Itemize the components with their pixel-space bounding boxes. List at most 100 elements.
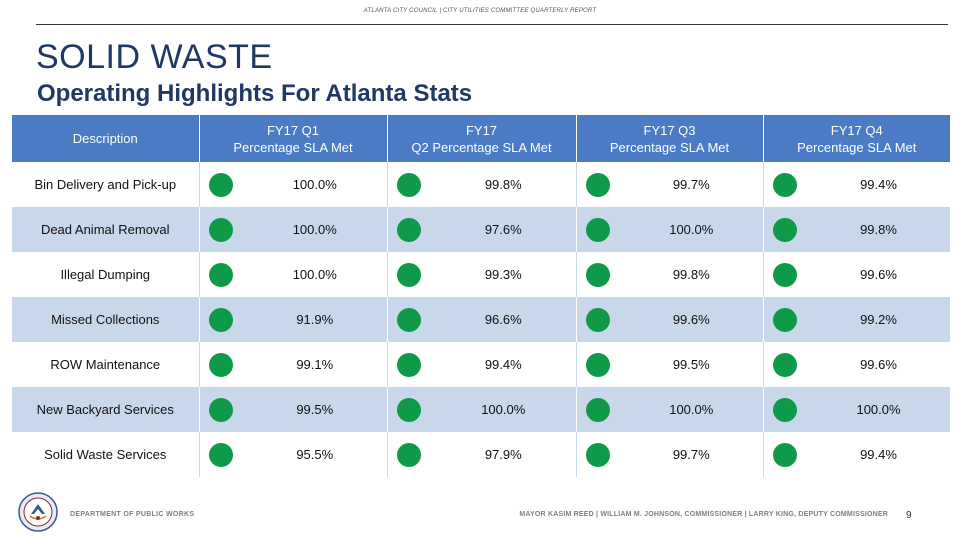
sla-value: 99.5% [243,387,388,432]
sla-value: 99.5% [620,342,764,387]
status-dot-icon [586,307,611,332]
sla-value: 99.8% [620,252,764,297]
sla-value: 99.4% [431,342,577,387]
status-dot-icon [773,217,798,242]
status-dot-icon [773,262,798,287]
table-row: Bin Delivery and Pick-up 100.0% 99.8% 99.7%… [12,162,951,207]
status-dot-icon [397,262,422,287]
status-indicator-cell [387,162,431,207]
status-indicator-cell [763,252,808,297]
row-description: Dead Animal Removal [12,207,200,252]
sla-value: 100.0% [243,252,388,297]
status-indicator-cell [576,297,621,342]
status-dot-icon [397,352,422,377]
table-row: New Backyard Services 99.5% 100.0% 100.0% 10… [12,387,951,432]
status-dot-icon [209,172,234,197]
status-dot-icon [209,352,234,377]
sla-value: 99.7% [620,432,764,477]
page-title: SOLID WASTE [36,38,273,76]
status-indicator-cell [387,387,431,432]
status-indicator-cell [199,162,243,207]
row-description: New Backyard Services [12,387,200,432]
status-indicator-cell [199,297,243,342]
status-indicator-cell [199,342,243,387]
status-dot-icon [397,397,422,422]
sla-value: 100.0% [243,207,388,252]
status-dot-icon [586,172,611,197]
status-indicator-cell [763,207,808,252]
table-body: Bin Delivery and Pick-up 100.0% 99.8% 99.7%… [12,162,951,477]
sla-value: 99.4% [807,432,951,477]
column-header-q1: FY17 Q1 Percentage SLA Met [199,115,388,162]
status-indicator-cell [763,162,808,207]
page-number: 9 [906,510,912,521]
status-dot-icon [586,217,611,242]
page-subtitle: Operating Highlights For Atlanta Stats [37,80,473,107]
status-indicator-cell [576,432,621,477]
status-dot-icon [773,442,798,467]
sla-table: Description FY17 Q1 Percentage SLA Met F… [12,115,951,477]
status-indicator-cell [576,252,621,297]
sla-value: 99.2% [807,297,951,342]
footer-department: DEPARTMENT OF PUBLIC WORKS [70,511,195,518]
status-indicator-cell [199,387,243,432]
sla-value: 100.0% [807,387,951,432]
sla-value: 99.6% [807,342,951,387]
city-seal-icon [18,492,58,532]
sla-value: 99.7% [620,162,764,207]
sla-value: 91.9% [243,297,388,342]
status-indicator-cell [763,342,808,387]
sla-value: 99.4% [807,162,951,207]
sla-value: 100.0% [620,207,764,252]
sla-value: 99.3% [431,252,577,297]
status-indicator-cell [576,207,621,252]
table-row: Dead Animal Removal 100.0% 97.6% 100.0% 99.8… [12,207,951,252]
status-indicator-cell [576,342,621,387]
status-dot-icon [209,442,234,467]
table-row: Illegal Dumping 100.0% 99.3% 99.8% 99.6% [12,252,951,297]
column-header-q2: FY17 Q2 Percentage SLA Met [387,115,577,162]
status-dot-icon [397,442,422,467]
status-indicator-cell [576,387,621,432]
sla-value: 99.8% [807,207,951,252]
status-indicator-cell [387,432,431,477]
status-dot-icon [773,307,798,332]
sla-value: 100.0% [431,387,577,432]
sla-value: 97.6% [431,207,577,252]
header-divider [36,24,948,25]
status-dot-icon [209,397,234,422]
column-header-q4: FY17 Q4 Percentage SLA Met [763,115,951,162]
status-dot-icon [397,217,422,242]
table-row: ROW Maintenance 99.1% 99.4% 99.5% 99.6% [12,342,951,387]
status-dot-icon [586,262,611,287]
status-dot-icon [209,307,234,332]
status-dot-icon [397,172,422,197]
status-indicator-cell [387,297,431,342]
sla-value: 97.9% [431,432,577,477]
status-dot-icon [586,442,611,467]
sla-value: 100.0% [243,162,388,207]
table-header-row: Description FY17 Q1 Percentage SLA Met F… [12,115,951,162]
sla-value: 95.5% [243,432,388,477]
status-indicator-cell [387,252,431,297]
status-indicator-cell [387,207,431,252]
status-indicator-cell [763,297,808,342]
status-dot-icon [586,397,611,422]
status-dot-icon [209,262,234,287]
status-dot-icon [773,352,798,377]
status-indicator-cell [387,342,431,387]
footer-officials: MAYOR KASIM REED | WILLIAM M. JOHNSON, C… [519,511,888,518]
status-dot-icon [773,397,798,422]
status-indicator-cell [199,207,243,252]
sla-value: 96.6% [431,297,577,342]
status-dot-icon [586,352,611,377]
status-dot-icon [773,172,798,197]
sla-value: 100.0% [620,387,764,432]
row-description: ROW Maintenance [12,342,200,387]
status-indicator-cell [199,432,243,477]
row-description: Bin Delivery and Pick-up [12,162,200,207]
status-indicator-cell [763,432,808,477]
row-description: Solid Waste Services [12,432,200,477]
sla-value: 99.6% [807,252,951,297]
sla-value: 99.1% [243,342,388,387]
